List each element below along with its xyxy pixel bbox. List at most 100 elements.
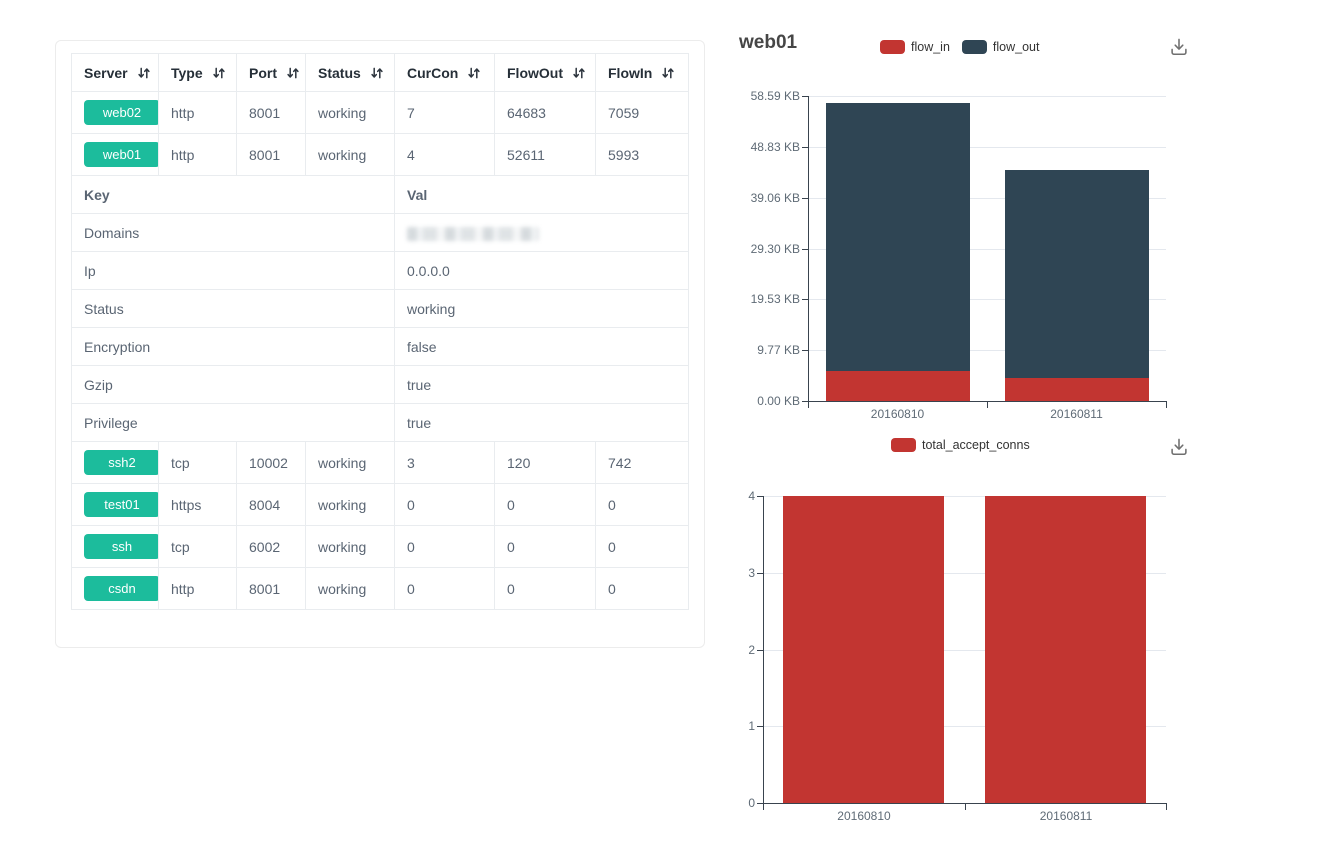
x-axis-line (763, 803, 1167, 804)
curcon-cell: 3 (394, 441, 495, 484)
status-cell: working (305, 483, 395, 526)
y-tick (802, 96, 808, 97)
y-tick (757, 573, 763, 574)
legend-swatch (961, 40, 987, 54)
col-flowout-header[interactable]: FlowOut (494, 53, 596, 92)
server-row-web02: web02 http 8001 working 7 64683 7059 (71, 91, 689, 134)
y-tick (757, 496, 763, 497)
col-flowin-header[interactable]: FlowIn (595, 53, 689, 92)
val-cell: false (394, 327, 689, 366)
legend-item-flow_in[interactable]: flow_in (880, 40, 950, 54)
flowin-cell: 742 (595, 441, 689, 484)
y-axis-label: 58.59 KB (750, 89, 800, 103)
x-tick (987, 402, 988, 408)
gridline (764, 496, 1166, 497)
server-button-web01[interactable]: web01 (84, 142, 158, 167)
bar-total_accept_conns-20160811 (985, 496, 1146, 803)
server-row-ssh2: ssh2 tcp 10002 working 3 120 742 (71, 441, 689, 484)
y-tick (802, 299, 808, 300)
server-table: Server Type Port Status CurCon FlowOut F… (71, 53, 689, 610)
server-button-csdn[interactable]: csdn (84, 576, 158, 601)
bar-flow_in-20160810 (826, 371, 970, 401)
bar-flow_in-20160811 (1005, 378, 1149, 401)
x-axis-label: 20160811 (1050, 407, 1103, 421)
y-tick (802, 147, 808, 148)
col-status-header[interactable]: Status (305, 53, 395, 92)
y-axis-label: 3 (748, 566, 755, 580)
x-tick (763, 804, 764, 810)
flowout-cell: 0 (494, 525, 596, 568)
gridline (809, 96, 1166, 97)
flowout-cell: 0 (494, 567, 596, 610)
key-cell: Domains (71, 213, 395, 252)
val-header-cell: Val (394, 175, 689, 214)
legend-item-flow_out[interactable]: flow_out (961, 40, 1039, 54)
flowout-cell: 0 (494, 483, 596, 526)
bar-total_accept_conns-20160810 (783, 496, 944, 803)
key-cell: Status (71, 289, 395, 328)
legend-item-total_accept_conns[interactable]: total_accept_conns (891, 438, 1030, 452)
val-cell: working (394, 289, 689, 328)
y-tick (802, 198, 808, 199)
server-button-test01[interactable]: test01 (84, 492, 158, 517)
val-cell: 0.0.0.0 (394, 251, 689, 290)
val-cell: true (394, 403, 689, 442)
server-cell: ssh (71, 525, 159, 568)
server-row-web01: web01 http 8001 working 4 52611 5993 (71, 133, 689, 176)
bar-flow_out-20160811 (1005, 170, 1149, 378)
chart2-legend: total_accept_conns (891, 437, 1030, 453)
y-axis-label: 19.53 KB (750, 292, 800, 306)
sort-icon (468, 67, 480, 78)
curcon-cell: 0 (394, 525, 495, 568)
val-cell: true (394, 365, 689, 404)
y-axis-label: 0.00 KB (757, 394, 800, 408)
kv-header-row: Key Val (71, 175, 689, 214)
x-tick (1166, 804, 1167, 810)
kv-row-privilege: Privilege true (71, 403, 689, 442)
key-cell: Gzip (71, 365, 395, 404)
x-tick (1166, 402, 1167, 408)
flowout-cell: 52611 (494, 133, 596, 176)
col-server-header[interactable]: Server (71, 53, 159, 92)
server-table-card: Server Type Port Status CurCon FlowOut F… (55, 40, 705, 648)
blurred-domain-value (407, 226, 539, 241)
server-cell: web01 (71, 133, 159, 176)
y-axis-line (808, 96, 809, 402)
flowin-cell: 7059 (595, 91, 689, 134)
sort-icon (662, 67, 674, 78)
gridline (809, 299, 1166, 300)
y-axis-label: 29.30 KB (750, 242, 800, 256)
y-axis-label: 4 (748, 489, 755, 503)
x-tick (808, 402, 809, 408)
x-axis-label: 20160810 (870, 407, 925, 421)
col-type-header[interactable]: Type (158, 53, 237, 92)
port-cell: 8001 (236, 91, 306, 134)
server-button-ssh[interactable]: ssh (84, 534, 158, 559)
val-cell (394, 213, 689, 252)
type-cell: http (158, 91, 237, 134)
server-button-web02[interactable]: web02 (84, 100, 158, 125)
col-port-header[interactable]: Port (236, 53, 306, 92)
sort-icon (371, 67, 383, 78)
legend-swatch (891, 438, 916, 452)
server-cell: test01 (71, 483, 159, 526)
download-icon[interactable] (1169, 437, 1189, 457)
sort-icon (137, 67, 150, 78)
gridline (809, 147, 1166, 148)
server-button-ssh2[interactable]: ssh2 (84, 450, 158, 475)
kv-row-encryption: Encryption false (71, 327, 689, 366)
y-tick (757, 650, 763, 651)
y-tick (802, 249, 808, 250)
type-cell: http (158, 133, 237, 176)
gridline (809, 198, 1166, 199)
download-icon[interactable] (1169, 37, 1189, 57)
col-curcon-header[interactable]: CurCon (394, 53, 495, 92)
server-cell: ssh2 (71, 441, 159, 484)
key-header-cell: Key (71, 175, 395, 214)
legend-swatch (880, 40, 905, 54)
flowin-cell: 0 (595, 483, 689, 526)
kv-row-ip: Ip 0.0.0.0 (71, 251, 689, 290)
server-row-csdn: csdn http 8001 working 0 0 0 (71, 567, 689, 610)
y-tick (757, 803, 763, 804)
